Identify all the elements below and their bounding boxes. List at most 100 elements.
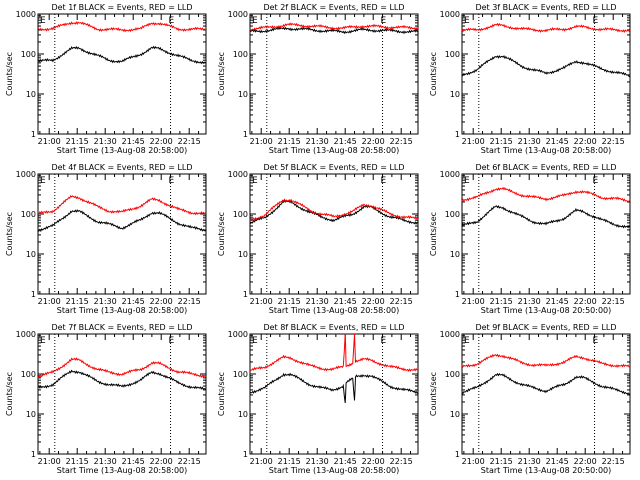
x-tick-label: 21:45 xyxy=(546,457,569,466)
x-tick-label: 22:15 xyxy=(178,137,201,146)
y-tick-label: 10 xyxy=(26,90,36,99)
x-tick-label: 21:00 xyxy=(462,457,485,466)
y-axis-label: Counts/sec xyxy=(429,212,438,256)
y-tick-label: 1000 xyxy=(228,170,248,179)
edge-marker: E xyxy=(593,336,599,346)
y-tick-label: 10 xyxy=(238,90,248,99)
series-line-lld xyxy=(461,353,630,368)
edge-marker: E xyxy=(381,336,387,346)
x-tick-label: 22:15 xyxy=(602,457,625,466)
x-tick-label: 21:30 xyxy=(306,137,329,146)
edge-marker: E xyxy=(252,176,258,186)
x-tick-label: 21:30 xyxy=(306,297,329,306)
series-line-events xyxy=(461,55,631,78)
x-axis-label: Start Time (13-Aug-08 20:58:00) xyxy=(269,146,400,155)
x-tick-label: 22:00 xyxy=(362,137,385,146)
y-tick-label: 1000 xyxy=(228,330,248,339)
y-tick-label: 1 xyxy=(31,450,36,459)
x-tick-label: 21:30 xyxy=(518,297,541,306)
x-tick-label: 21:15 xyxy=(490,457,513,466)
y-tick-label: 10 xyxy=(450,90,460,99)
y-tick-label: 100 xyxy=(233,50,248,59)
y-tick-label: 100 xyxy=(21,210,36,219)
y-tick-label: 1000 xyxy=(228,10,248,19)
panel-det-9: Det 9f BLACK = Events, RED = LLD 1 10 100 10… xyxy=(429,323,631,475)
y-axis-label: Counts/sec xyxy=(217,212,226,256)
plot-frame xyxy=(37,333,207,455)
panel-title: Det 6f BLACK = Events, RED = LLD xyxy=(475,163,616,172)
series-line-lld xyxy=(249,198,419,221)
x-tick-label: 22:00 xyxy=(150,137,173,146)
edge-marker: E xyxy=(252,336,258,346)
x-tick-label: 21:00 xyxy=(250,137,273,146)
edge-marker: E xyxy=(593,176,599,186)
x-tick-label: 21:45 xyxy=(122,297,145,306)
y-tick-label: 100 xyxy=(21,50,36,59)
x-tick-label: 21:30 xyxy=(94,297,117,306)
x-tick-label: 21:30 xyxy=(306,457,329,466)
panel-det-7: Det 7f BLACK = Events, RED = LLD 1 10 100 10… xyxy=(5,323,207,475)
x-tick-label: 21:30 xyxy=(94,457,117,466)
x-tick-label: 22:15 xyxy=(178,457,201,466)
series-line-events xyxy=(37,369,207,391)
edge-marker: E xyxy=(40,336,46,346)
y-tick-label: 1 xyxy=(455,450,460,459)
panel-title: Det 9f BLACK = Events, RED = LLD xyxy=(475,323,616,332)
panel-det-3: Det 3f BLACK = Events, RED = LLD 1 10 100 10… xyxy=(429,3,631,155)
plot-frame xyxy=(461,173,631,295)
y-tick-label: 10 xyxy=(238,410,248,419)
x-tick-label: 21:15 xyxy=(490,297,513,306)
y-tick-label: 100 xyxy=(233,370,248,379)
y-tick-label: 10 xyxy=(450,250,460,259)
panel-title: Det 8f BLACK = Events, RED = LLD xyxy=(263,323,404,332)
x-tick-label: 22:00 xyxy=(574,297,597,306)
y-tick-label: 1 xyxy=(31,130,36,139)
series-line-events xyxy=(461,204,631,229)
x-tick-label: 21:15 xyxy=(490,137,513,146)
x-axis-label: Start Time (13-Aug-08 20:50:00) xyxy=(481,306,612,315)
x-tick-label: 21:15 xyxy=(278,137,301,146)
plot-frame xyxy=(461,13,631,135)
x-axis-label: Start Time (13-Aug-08 20:50:00) xyxy=(481,466,612,475)
panel-title: Det 7f BLACK = Events, RED = LLD xyxy=(51,323,192,332)
y-tick-label: 10 xyxy=(26,250,36,259)
edge-marker: E xyxy=(381,176,387,186)
y-tick-label: 1000 xyxy=(16,170,36,179)
series-line-events xyxy=(249,199,419,225)
y-tick-label: 100 xyxy=(445,210,460,219)
edge-marker: E xyxy=(169,336,175,346)
y-tick-label: 10 xyxy=(238,250,248,259)
x-axis-label: Start Time (13-Aug-08 20:58:00) xyxy=(57,466,188,475)
x-tick-label: 21:45 xyxy=(546,137,569,146)
x-tick-label: 21:00 xyxy=(462,297,485,306)
series-line-lld xyxy=(461,22,631,33)
edge-marker: E xyxy=(593,16,599,26)
plot-frame xyxy=(249,13,419,135)
y-axis-label: Counts/sec xyxy=(5,212,14,256)
series-line-events xyxy=(37,45,207,65)
x-tick-label: 21:45 xyxy=(122,457,145,466)
edge-marker: E xyxy=(464,16,470,26)
x-tick-label: 21:30 xyxy=(518,137,541,146)
x-tick-label: 21:30 xyxy=(518,457,541,466)
plot-frame xyxy=(37,173,207,295)
x-tick-label: 22:00 xyxy=(362,457,385,466)
x-tick-label: 21:00 xyxy=(38,457,61,466)
panel-det-5: Det 5f BLACK = Events, RED = LLD 1 10 100 10… xyxy=(217,163,419,315)
plot-frame xyxy=(37,13,207,135)
series-line-lld xyxy=(249,333,418,372)
panel-title: Det 5f BLACK = Events, RED = LLD xyxy=(263,163,404,172)
x-tick-label: 21:30 xyxy=(94,137,117,146)
y-tick-label: 100 xyxy=(445,370,460,379)
x-tick-label: 22:00 xyxy=(150,457,173,466)
y-tick-label: 1000 xyxy=(16,10,36,19)
x-axis-label: Start Time (13-Aug-08 20:58:00) xyxy=(269,466,400,475)
x-tick-label: 22:00 xyxy=(362,297,385,306)
panel-title: Det 4f BLACK = Events, RED = LLD xyxy=(51,163,192,172)
x-tick-label: 21:45 xyxy=(334,297,357,306)
series-line-events xyxy=(37,209,207,233)
series-line-events xyxy=(249,26,419,35)
y-axis-label: Counts/sec xyxy=(429,52,438,96)
panel-det-1: Det 1f BLACK = Events, RED = LLD 1 10 100 10… xyxy=(5,3,207,155)
plot-frame xyxy=(461,333,631,455)
